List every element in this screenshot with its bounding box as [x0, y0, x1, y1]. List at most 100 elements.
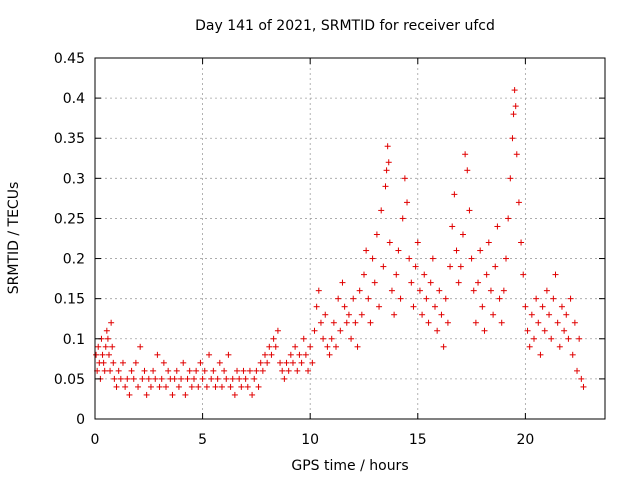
data-point [103, 327, 110, 334]
data-point [485, 239, 492, 246]
data-point [298, 359, 305, 366]
data-point [438, 311, 445, 318]
data-point [169, 391, 176, 398]
data-point [367, 319, 374, 326]
data-point [550, 295, 557, 302]
data-point [399, 215, 406, 222]
y-tick-label: 0.25 [54, 211, 85, 227]
data-point [305, 367, 312, 374]
x-tick-label: 20 [516, 432, 534, 448]
data-point [101, 367, 108, 374]
data-point [520, 271, 527, 278]
data-point [483, 271, 490, 278]
data-point [242, 375, 249, 382]
grid [95, 58, 605, 419]
data-point [199, 375, 206, 382]
data-point [356, 287, 363, 294]
data-point [130, 375, 137, 382]
data-point [462, 151, 469, 158]
data-point [578, 375, 585, 382]
data-point [163, 383, 170, 390]
data-point [576, 335, 583, 342]
data-point [546, 311, 553, 318]
data-point [317, 319, 324, 326]
data-point [442, 295, 449, 302]
data-point [197, 359, 204, 366]
data-point [320, 335, 327, 342]
data-point [311, 327, 318, 334]
data-point [186, 367, 193, 374]
data-point [182, 391, 189, 398]
data-point [128, 367, 135, 374]
data-point [107, 367, 114, 374]
data-points [93, 87, 587, 398]
data-point [447, 263, 454, 270]
data-point [358, 311, 365, 318]
data-point [285, 367, 292, 374]
data-point [277, 359, 284, 366]
data-point [343, 319, 350, 326]
data-point [401, 175, 408, 182]
data-point [110, 359, 117, 366]
data-point [328, 335, 335, 342]
data-point [464, 167, 471, 174]
data-point [459, 231, 466, 238]
data-point [354, 343, 361, 350]
data-point [188, 383, 195, 390]
data-point [272, 343, 279, 350]
data-point [580, 383, 587, 390]
data-point [567, 295, 574, 302]
data-point [238, 383, 245, 390]
data-point [206, 351, 213, 358]
data-point [455, 279, 462, 286]
data-point [526, 343, 533, 350]
data-point [339, 279, 346, 286]
data-point [341, 303, 348, 310]
data-point [154, 351, 161, 358]
data-point [552, 271, 559, 278]
data-point [281, 375, 288, 382]
data-point [507, 175, 514, 182]
y-tick-label: 0.4 [63, 91, 85, 107]
data-point [427, 279, 434, 286]
data-point [479, 303, 486, 310]
data-point [274, 327, 281, 334]
data-point [419, 311, 426, 318]
data-point [93, 351, 100, 358]
data-point [227, 383, 234, 390]
y-tick-label: 0.45 [54, 51, 85, 67]
data-point [380, 263, 387, 270]
data-point [533, 295, 540, 302]
y-tick-label: 0 [76, 412, 85, 428]
data-point [522, 303, 529, 310]
data-point [145, 375, 152, 382]
data-point [539, 303, 546, 310]
data-point [541, 327, 548, 334]
data-point [210, 367, 217, 374]
data-point [201, 367, 208, 374]
data-point [571, 319, 578, 326]
data-point [421, 271, 428, 278]
data-point [423, 295, 430, 302]
data-point [180, 359, 187, 366]
data-point [406, 255, 413, 262]
data-point [171, 375, 178, 382]
data-point [505, 215, 512, 222]
data-point [444, 319, 451, 326]
data-point [543, 287, 550, 294]
data-point [264, 359, 271, 366]
data-point [408, 279, 415, 286]
data-point [173, 367, 180, 374]
data-point [117, 375, 124, 382]
data-point [104, 335, 111, 342]
data-point [335, 295, 342, 302]
data-point [326, 351, 333, 358]
data-point [510, 111, 517, 118]
data-point [348, 335, 355, 342]
data-point [251, 375, 258, 382]
data-point [115, 367, 122, 374]
data-point [109, 343, 116, 350]
data-point [434, 327, 441, 334]
data-point [449, 223, 456, 230]
